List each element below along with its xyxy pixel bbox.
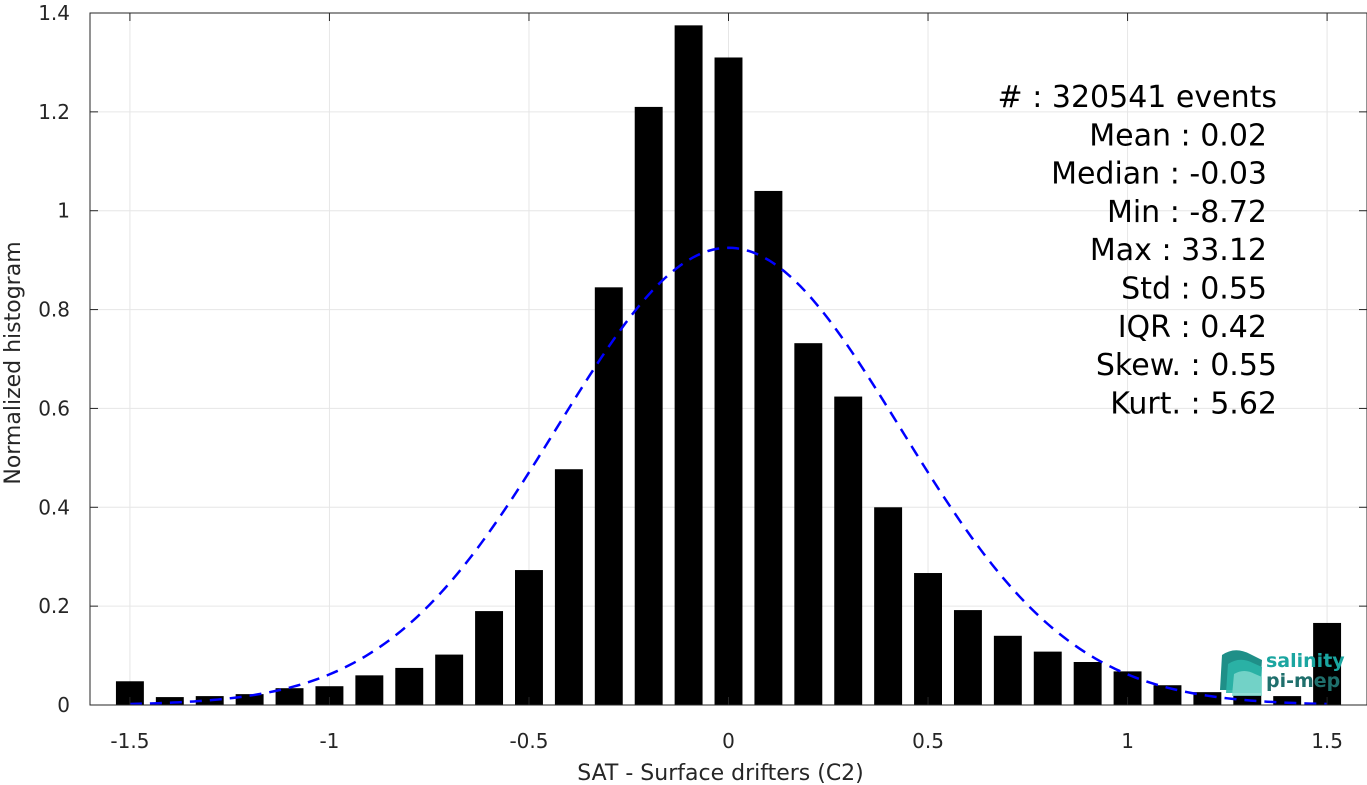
histogram-bar (515, 570, 543, 705)
y-tick-label: 0.8 (38, 298, 70, 322)
histogram-bar (1313, 622, 1342, 705)
stat-line: Skew. : 0.55 (1096, 348, 1277, 383)
histogram-bar (914, 573, 942, 705)
histogram-bar (435, 654, 464, 705)
gaussian-fit-curve (129, 246, 1328, 706)
stat-line: # : 320541 events (998, 80, 1277, 115)
histogram-bar (594, 287, 623, 705)
x-axis-label: SAT - Surface drifters (C2) (577, 761, 864, 785)
histogram-bar (794, 343, 823, 705)
histogram-bar (874, 507, 903, 705)
y-tick-label: 0.4 (38, 495, 70, 519)
histogram-bar (275, 688, 304, 705)
histogram-bar (475, 611, 504, 705)
histogram-bar (953, 610, 982, 705)
x-tick-label: 0.5 (912, 729, 944, 753)
histogram-bar (993, 635, 1022, 705)
x-tick-label: 1 (1121, 729, 1134, 753)
y-tick-label: 0.6 (38, 396, 70, 420)
histogram-bar (235, 694, 264, 705)
histogram-bar (115, 681, 144, 705)
histogram-bar (1033, 651, 1062, 705)
y-axis-label: Normalized histogram (1, 241, 26, 484)
histogram-bar (355, 675, 384, 705)
stat-line: Max : 33.12 (1090, 233, 1267, 268)
histogram-bar (395, 667, 424, 705)
histogram-bar (554, 469, 583, 705)
bars (115, 25, 1342, 706)
histogram-bar (1073, 661, 1102, 705)
x-tick-labels: -1.5 -1 -0.5 0 0.5 1 1.5 (110, 729, 1343, 753)
y-tick-label: 1 (57, 199, 70, 223)
salinity-pi-mep-logo: salinity pi-mep (1220, 650, 1345, 696)
histogram-bar (155, 697, 184, 705)
y-tick-label: 0 (57, 693, 70, 717)
x-tick-label: 1.5 (1311, 729, 1343, 753)
stat-line: Std : 0.55 (1121, 272, 1267, 307)
histogram-bar (195, 696, 224, 705)
histogram-bar (1193, 692, 1222, 705)
stat-line: Min : -8.72 (1107, 195, 1267, 230)
histogram-bar (834, 396, 863, 705)
x-tick-label: -0.5 (509, 729, 548, 753)
x-tick-label: 0 (722, 729, 735, 753)
logo-text-salinity: salinity (1266, 650, 1345, 672)
x-tick-label: -1 (319, 729, 339, 753)
histogram-bar (754, 190, 783, 705)
histogram-bar (674, 25, 703, 706)
histogram-bar (315, 686, 344, 705)
stat-line: Mean : 0.02 (1089, 118, 1267, 153)
histogram-bar (1273, 696, 1302, 705)
histogram-bar (714, 57, 743, 705)
y-tick-label: 1.4 (38, 1, 70, 25)
stat-line: Kurt. : 5.62 (1110, 386, 1277, 421)
histogram-bar (634, 106, 663, 705)
stat-line: Median : -0.03 (1051, 157, 1267, 192)
stat-line: IQR : 0.42 (1118, 310, 1267, 345)
logo-wave-icon (1220, 650, 1262, 696)
x-tick-label: -1.5 (110, 729, 149, 753)
ticks (90, 12, 1367, 706)
y-tick-label: 0.2 (38, 594, 70, 618)
logo-text-pi-mep: pi-mep (1266, 670, 1340, 692)
y-tick-labels: 0 0.2 0.4 0.6 0.8 1 1.2 1.4 (38, 1, 70, 717)
y-tick-label: 1.2 (38, 100, 70, 124)
